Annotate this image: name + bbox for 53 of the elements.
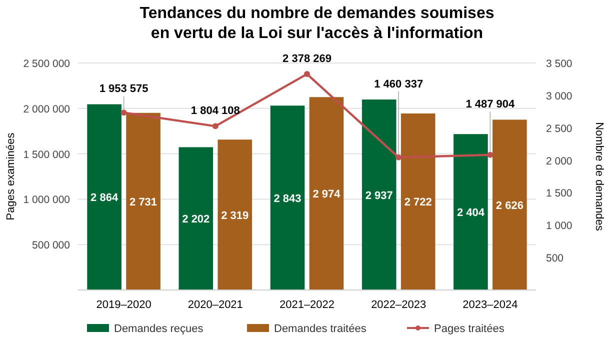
y2-tick-label: 1 000 <box>546 220 572 232</box>
y2-tick-label: 2 000 <box>546 155 572 168</box>
data-label: 1 953 575 <box>99 83 148 96</box>
data-label: 1 804 108 <box>190 105 240 118</box>
bar <box>454 134 488 290</box>
bar <box>126 112 160 290</box>
legend-label: Demandes traitées <box>274 323 367 335</box>
bar <box>362 100 396 290</box>
y-tick-label: 2 000 000 <box>23 103 70 116</box>
x-tick-label: 2021–2022 <box>279 299 335 311</box>
y2-tick-label: 500 <box>546 252 564 265</box>
data-label: 2 319 <box>221 210 249 222</box>
y2-tick-label: 3 000 <box>546 90 572 102</box>
y-tick-label: 1 500 000 <box>23 148 70 161</box>
data-label: 2 378 269 <box>282 53 332 66</box>
bar <box>178 147 214 290</box>
data-label: 2 864 <box>90 192 119 204</box>
point <box>304 71 310 78</box>
y-axis-title: Pages examinées <box>5 132 17 220</box>
y2-tick-label: 2 500 <box>546 122 572 135</box>
data-label: 2 974 <box>312 188 342 201</box>
bar <box>218 140 252 290</box>
y2-tick-label: 1 500 <box>546 188 572 200</box>
bar <box>400 113 436 290</box>
data-label: 2 731 <box>130 196 158 208</box>
y2-tick-label: 3 500 <box>546 58 572 70</box>
data-label: 2 937 <box>365 190 393 202</box>
bar <box>87 104 122 290</box>
chart-title: Tendances du nombre de demandes soumises en vertu de la Loi sur l'accès à l'information <box>140 5 494 42</box>
data-label: 2 404 <box>456 207 486 220</box>
point <box>487 152 494 158</box>
y-tick-label: 1 000 000 <box>23 194 70 206</box>
bar <box>270 106 305 290</box>
bar <box>492 120 527 290</box>
point <box>396 154 402 160</box>
x-tick-label: 2020–2021 <box>188 299 243 311</box>
data-label: 2 722 <box>404 196 432 209</box>
x-tick-label: 2019–2020 <box>96 299 152 311</box>
data-label: 1 460 337 <box>374 78 424 91</box>
data-label: 2 626 <box>496 200 524 212</box>
x-tick-label: 2023–2024 <box>462 299 518 311</box>
y2-axis-title: Nombre de demandes <box>593 122 605 232</box>
legend-label: Demandes reçues <box>114 323 204 335</box>
data-label: 2 202 <box>182 214 210 226</box>
x-tick-label: 2022–2023 <box>371 299 426 311</box>
y-tick-label: 2 500 000 <box>23 58 70 70</box>
data-label: 2 843 <box>274 192 302 205</box>
point <box>212 123 218 130</box>
legend-label: Pages traitées <box>434 323 505 335</box>
point <box>120 110 127 116</box>
y-tick-label: 500 000 <box>32 240 70 252</box>
data-label: 1 487 904 <box>466 98 516 111</box>
bar <box>309 97 344 290</box>
